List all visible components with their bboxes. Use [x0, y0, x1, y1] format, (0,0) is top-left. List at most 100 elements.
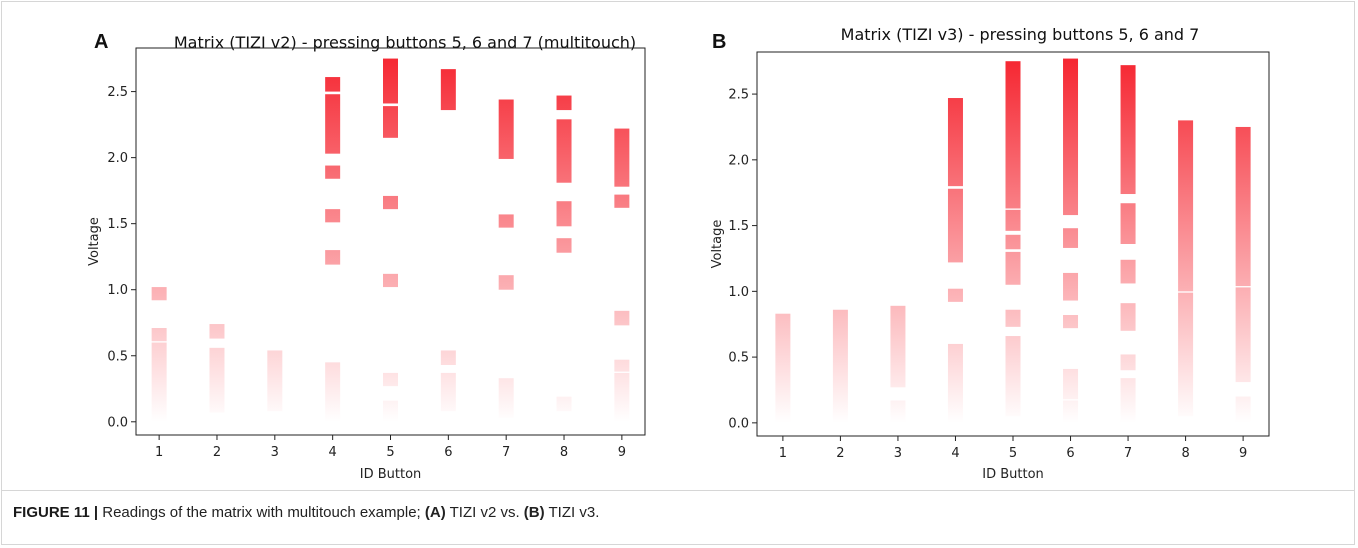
x-tick-label: 4: [329, 445, 337, 460]
x-tick-label: 8: [560, 445, 568, 460]
y-axis-label: Voltage: [87, 217, 102, 266]
bar-segment-button-4: [947, 98, 963, 187]
bar-segment-button-6: [440, 69, 456, 111]
bar-segment-button-2: [209, 324, 225, 339]
bar-segment-button-8: [556, 238, 572, 253]
bar-segment-button-8: [556, 95, 572, 111]
bar-segment-button-5: [383, 106, 398, 138]
x-tick-label: 7: [1124, 446, 1132, 461]
bar-segment-button-9: [1235, 396, 1251, 423]
x-tick-label: 3: [271, 445, 279, 460]
bar-segment-button-4: [325, 250, 341, 265]
bar-segment-button-7: [1120, 259, 1136, 284]
x-tick-label: 3: [894, 446, 902, 461]
bar-segment-button-7: [1120, 203, 1136, 244]
bar-segment-button-9: [614, 310, 630, 326]
y-tick-label: 2.5: [728, 88, 749, 103]
bar-segment-button-3: [267, 350, 283, 412]
bar-segment-button-8: [556, 201, 572, 227]
bar-segment-button-1: [151, 342, 167, 422]
caption-text-2: TIZI v2 vs.: [445, 504, 524, 521]
bar-segment-button-4: [947, 288, 963, 302]
bar-segment-button-6: [1063, 315, 1079, 329]
bar-segment-button-6: [1063, 272, 1079, 301]
bar-segment-button-6: [1063, 58, 1079, 216]
x-tick-label: 1: [779, 446, 787, 461]
y-tick-label: 0.0: [107, 415, 128, 430]
y-tick-label: 1.0: [107, 283, 128, 298]
bar-segment-button-5: [383, 195, 398, 210]
bar-segment-button-5: [1005, 309, 1021, 327]
bar-segment-button-5: [383, 58, 398, 104]
bar-segment-button-4: [947, 343, 963, 423]
caption-panel-a-ref: (A): [424, 504, 446, 521]
bar-segment-button-6: [440, 372, 456, 412]
y-axis-label: Voltage: [710, 220, 725, 269]
bar-segment-button-8: [1178, 120, 1194, 292]
bar-segment-button-6: [1063, 400, 1079, 423]
bar-segment-button-9: [1235, 126, 1251, 287]
bar-segment-button-7: [498, 378, 514, 418]
bar-segment-button-4: [325, 362, 341, 422]
bar-segment-button-8: [556, 119, 572, 183]
chart-title: Matrix (TIZI v2) - pressing buttons 5, 6…: [174, 33, 636, 52]
x-tick-label: 8: [1181, 446, 1189, 461]
bar-segment-button-2: [209, 347, 225, 413]
bar-segment-button-7: [498, 214, 514, 228]
bar-segment-button-7: [1120, 65, 1136, 195]
y-tick-label: 0.0: [728, 416, 749, 431]
bar-segment-button-5: [383, 400, 398, 422]
y-tick-label: 2.0: [107, 151, 128, 166]
chart-title: Matrix (TIZI v3) - pressing buttons 5, 6…: [841, 25, 1200, 44]
y-tick-label: 0.5: [107, 349, 128, 364]
caption-label: FIGURE 11 |: [13, 504, 99, 521]
bar-segment-button-5: [1005, 234, 1021, 250]
bar-segment-button-5: [383, 273, 398, 288]
x-tick-label: 9: [618, 445, 626, 460]
bar-segment-button-5: [1005, 209, 1021, 231]
y-tick-label: 1.5: [107, 217, 128, 232]
bar-segment-button-4: [325, 94, 341, 154]
caption-panel-b-ref: (B): [523, 504, 545, 521]
bar-segment-button-5: [383, 372, 398, 387]
bar-segment-button-3: [890, 400, 906, 423]
x-tick-label: 7: [502, 445, 510, 460]
panel-letter: B: [712, 31, 726, 53]
bar-segment-button-9: [614, 359, 630, 372]
x-tick-label: 9: [1239, 446, 1247, 461]
bar-segment-button-1: [775, 313, 791, 423]
x-tick-label: 1: [155, 445, 163, 460]
x-tick-label: 5: [1009, 446, 1017, 461]
bar-segment-button-7: [1120, 354, 1136, 371]
bar-segment-button-4: [325, 165, 341, 179]
x-tick-label: 4: [951, 446, 959, 461]
bar-segment-button-7: [1120, 303, 1136, 331]
x-axis-label: ID Button: [982, 467, 1044, 482]
y-tick-label: 2.5: [107, 85, 128, 100]
bar-segment-button-3: [890, 305, 906, 388]
bar-segment-button-2: [832, 309, 848, 423]
bar-segment-button-4: [325, 209, 341, 223]
panel-b: B Matrix (TIZI v3) - pressing buttons 5, …: [710, 25, 1270, 482]
bar-segment-button-1: [151, 287, 167, 301]
bar-segment-button-9: [614, 194, 630, 208]
panel-letter: A: [94, 31, 108, 53]
caption-text-3: TIZI v3.: [544, 504, 600, 521]
bar-segment-button-9: [614, 128, 630, 187]
bar-segment-button-4: [325, 77, 341, 92]
bar-segment-button-6: [1063, 228, 1079, 248]
y-tick-label: 1.5: [728, 219, 749, 234]
y-tick-label: 0.5: [728, 351, 749, 366]
bar-segment-button-8: [556, 396, 572, 412]
caption-text-1: Readings of the matrix with multitouch e…: [98, 504, 425, 521]
bar-segment-button-6: [1063, 368, 1079, 400]
y-tick-label: 1.0: [728, 285, 749, 300]
bar-segment-button-5: [1005, 251, 1021, 285]
x-tick-label: 6: [1066, 446, 1074, 461]
x-tick-label: 2: [836, 446, 844, 461]
figure-caption: FIGURE 11 | Readings of the matrix with …: [13, 504, 599, 521]
bar-segment-button-9: [614, 372, 630, 422]
bar-segment-button-5: [1005, 336, 1021, 417]
